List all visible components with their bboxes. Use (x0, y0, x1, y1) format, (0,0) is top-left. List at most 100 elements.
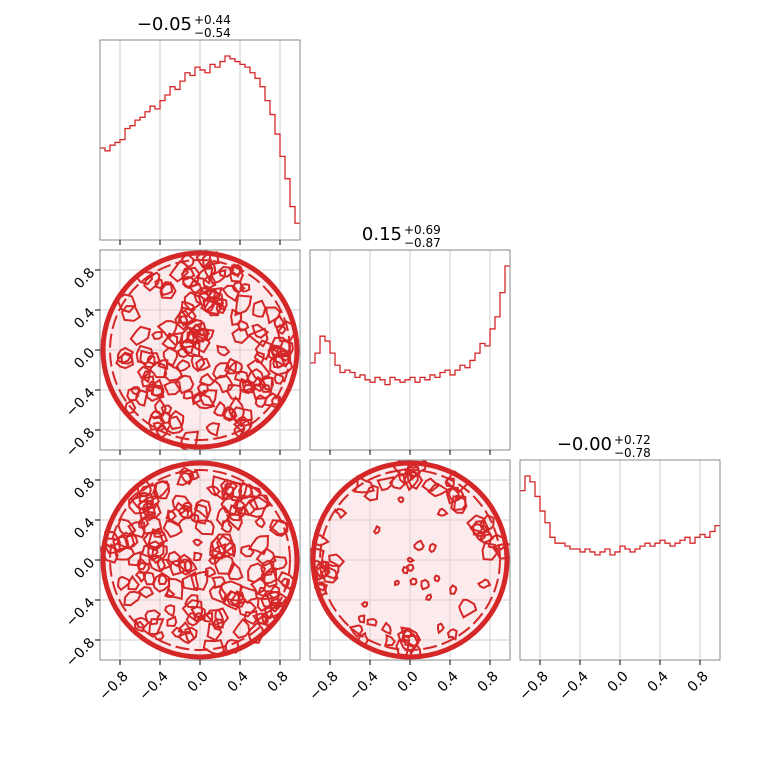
contour-line (206, 623, 223, 642)
contour-line (195, 357, 211, 372)
contour-line (163, 604, 176, 618)
contour-line (360, 601, 369, 608)
contour-line (134, 389, 149, 407)
contour-line (144, 609, 162, 626)
contour-line (395, 639, 411, 657)
contour-line (142, 571, 156, 586)
contour-line (275, 324, 287, 335)
contour-line (202, 274, 217, 289)
contour-line (176, 347, 190, 359)
contour-line (232, 617, 251, 640)
contour-line (481, 542, 499, 561)
contour-line (465, 514, 485, 533)
histogram-step-line (520, 475, 720, 556)
contour-line (192, 551, 203, 562)
contour-line (401, 566, 410, 575)
contour-line (334, 507, 348, 520)
contour-line (232, 499, 247, 510)
contour-line (446, 486, 460, 505)
contour-line (449, 584, 458, 595)
contour-line (403, 470, 419, 492)
x-tick-label: −0.8 (306, 668, 341, 703)
x-tick-label: 0.8 (265, 668, 292, 695)
contour-line (229, 589, 245, 607)
y-tick-label: 0.8 (71, 475, 98, 502)
contour-line (353, 474, 376, 494)
x-tick-label: 0.8 (685, 668, 712, 695)
diagonal-title-3: −0.00 +0.72−0.78 (557, 433, 651, 460)
contour-line (238, 585, 259, 605)
histogram-panel-3: −0.00 +0.72−0.78 (519, 433, 721, 661)
contour-line (191, 391, 216, 410)
contour-line (366, 617, 378, 627)
contour-line (151, 330, 163, 340)
contour-line (388, 473, 406, 490)
contour-line (471, 520, 491, 536)
contour-line (117, 517, 137, 538)
contour-line (348, 624, 364, 638)
contour-line (199, 389, 218, 407)
contour-line (135, 344, 155, 365)
contour-line (190, 353, 206, 373)
contour-line (476, 578, 492, 590)
contour-line (136, 479, 152, 496)
contour-line (224, 638, 240, 654)
contour-line (154, 480, 170, 500)
contour-line (202, 639, 226, 657)
contour-line (269, 354, 294, 376)
title-lower-error: −0.78 (614, 446, 651, 460)
contour-panel-2-1 (99, 249, 301, 451)
contour-line (310, 547, 325, 565)
contour-line (165, 415, 184, 435)
contour-ring (109, 469, 291, 651)
contour-line (227, 360, 244, 375)
contour-line (138, 484, 158, 504)
contour-line (216, 344, 231, 357)
y-tick-label: 0.0 (71, 555, 98, 582)
contour-line (181, 266, 201, 290)
contour-line (446, 628, 458, 641)
contour-line (276, 320, 296, 343)
histogram-step-line (310, 265, 510, 386)
title-upper-error: +0.69 (404, 223, 441, 237)
contour-line (267, 584, 281, 600)
contour-line (180, 430, 200, 450)
contour-line (233, 422, 246, 439)
contour-line (436, 622, 445, 635)
contour-line (191, 321, 209, 343)
contour-line (180, 253, 195, 269)
x-tick-label: 0.0 (185, 668, 212, 695)
title-lower-error: −0.87 (404, 236, 441, 250)
contour-line (254, 339, 273, 361)
contour-line (180, 501, 193, 514)
contour-line (129, 325, 152, 347)
y-tick-label: 0.8 (71, 265, 98, 292)
contour-line (148, 361, 168, 379)
contour-line (252, 383, 272, 400)
contour-line (237, 600, 258, 618)
contour-line (420, 578, 430, 591)
contour-line (268, 519, 289, 537)
contour-line (112, 535, 130, 554)
contour-panel-3-2 (309, 459, 511, 661)
contour-line (194, 519, 215, 536)
contour-line (372, 525, 381, 535)
contour-line (136, 365, 151, 380)
contour-line (182, 390, 195, 400)
contour-line (260, 568, 278, 585)
contour-line (197, 287, 223, 304)
contour-line (186, 323, 207, 345)
contour-line (450, 495, 468, 515)
contour-line (487, 533, 506, 551)
contour-line (428, 542, 437, 554)
contour-line (163, 587, 176, 599)
contour-line (195, 250, 213, 269)
contour-line (128, 492, 149, 515)
diagonal-title-1: −0.05 +0.44−0.54 (137, 13, 231, 40)
title-upper-error: +0.44 (194, 13, 231, 27)
x-tick-label: 0.4 (435, 668, 462, 695)
y-tick-label: −0.4 (63, 385, 98, 420)
contour-line (140, 544, 159, 558)
